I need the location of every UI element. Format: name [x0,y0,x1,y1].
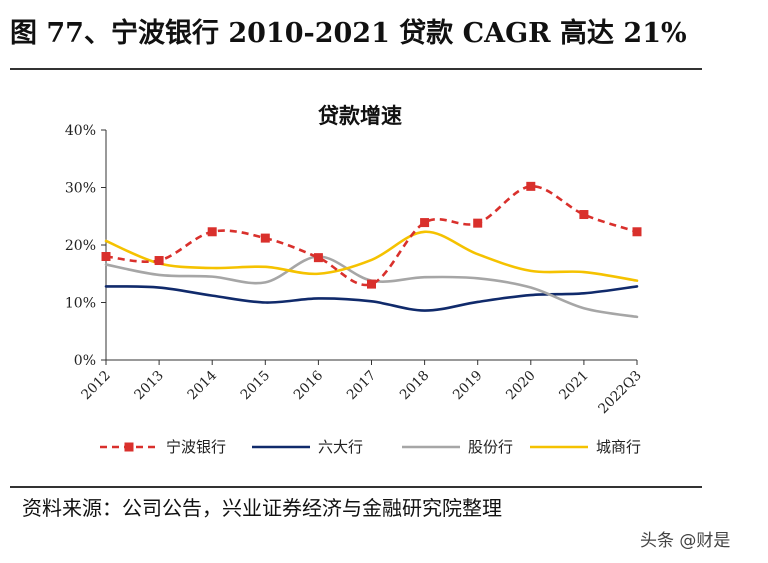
x-tick-label: 2012 [78,368,114,404]
data-point [154,256,164,266]
x-tick-label: 2022Q3 [595,368,645,418]
series-0 [101,181,642,289]
series-3 [104,230,639,282]
line-chart: 贷款增速 0% 10% 20% 30% 40% 2012 2013 2014 2015 2016 2… [65,103,645,456]
legend-item: 城商行 [530,438,641,456]
axes: 0% 10% 20% 30% 40% 2012 2013 2014 2015 2016 2017 20… [65,123,645,417]
data-point [473,218,483,228]
legend-label: 六大行 [318,438,363,456]
x-tick-label: 2021 [556,368,592,404]
data-point [260,233,270,243]
x-tick-label: 2016 [291,368,327,404]
series-line [105,185,638,287]
data-point [420,218,430,228]
y-tick-label: 0% [74,353,96,369]
y-tick-label: 30% [65,181,96,197]
data-point [632,227,642,237]
legend-item: 股份行 [402,438,513,456]
data-point [526,181,536,191]
legend-label: 股份行 [468,438,513,456]
x-tick-label: 2017 [344,368,380,404]
legend-item: 六大行 [252,438,363,456]
data-point [101,252,111,261]
legend-label: 城商行 [596,438,641,456]
y-tick-label: 10% [65,296,96,312]
x-tick-label: 2020 [503,368,539,404]
figure-title: 图 77、宁波银行 2010-2021 贷款 CAGR 高达 21% [10,18,687,49]
chart-title: 贷款增速 [318,103,402,128]
y-tick-label: 20% [65,238,96,254]
legend: 宁波银行 六大行 股份行 城商行 [100,438,641,456]
data-point [579,210,589,220]
watermark: 头条 @财是 [640,531,731,551]
source-rule [10,486,702,488]
x-tick-label: 2018 [397,368,433,404]
x-tick-label: 2014 [184,368,220,404]
legend-marker [124,442,134,452]
series-layer [101,181,642,319]
legend-label: 宁波银行 [166,438,226,456]
source-note: 资料来源：公司公告，兴业证券经济与金融研究院整理 [22,496,502,520]
x-tick-label: 2015 [238,368,274,404]
x-tick-label: 2019 [450,368,486,404]
title-rule [10,68,702,70]
data-point [367,279,376,289]
data-point [207,227,217,237]
x-tick-label: 2013 [131,368,167,404]
series-line [104,230,639,282]
y-tick-label: 40% [65,123,96,139]
legend-item: 宁波银行 [100,438,226,456]
data-point [313,253,323,263]
